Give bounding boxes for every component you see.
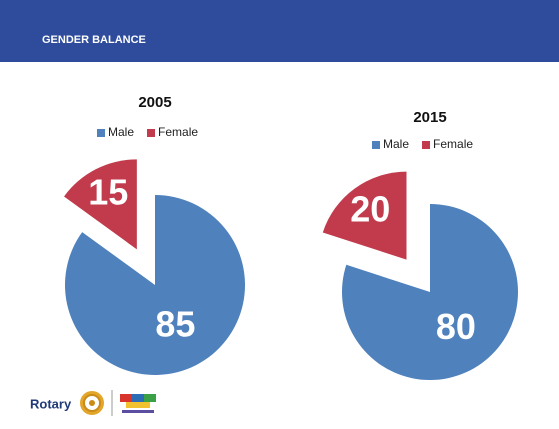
legend-swatch — [97, 129, 105, 137]
header-bar — [0, 0, 559, 62]
legend-swatch — [147, 129, 156, 137]
legend-label: Male — [108, 125, 134, 139]
data-label: 80 — [436, 306, 476, 347]
chart-title: 2005 — [138, 94, 171, 111]
chart-title: 2015 — [413, 109, 446, 126]
legend-swatch — [422, 141, 431, 149]
pie-slice — [64, 195, 246, 375]
rotary-wheel — [80, 391, 104, 415]
data-label: 15 — [88, 172, 128, 213]
header-title: GENDER BALANCE — [42, 34, 146, 46]
legend-label: Female — [433, 137, 473, 151]
convention-logo — [120, 394, 156, 413]
legend-label: Female — [158, 125, 198, 139]
pie-slice — [64, 159, 137, 250]
logo-text: Rotary — [30, 396, 72, 411]
data-label: 20 — [350, 188, 390, 229]
data-label: 85 — [155, 304, 195, 345]
pie-slice — [322, 171, 407, 260]
pie-slice — [342, 204, 519, 381]
legend-label: Male — [383, 137, 409, 151]
legend-swatch — [372, 141, 380, 149]
